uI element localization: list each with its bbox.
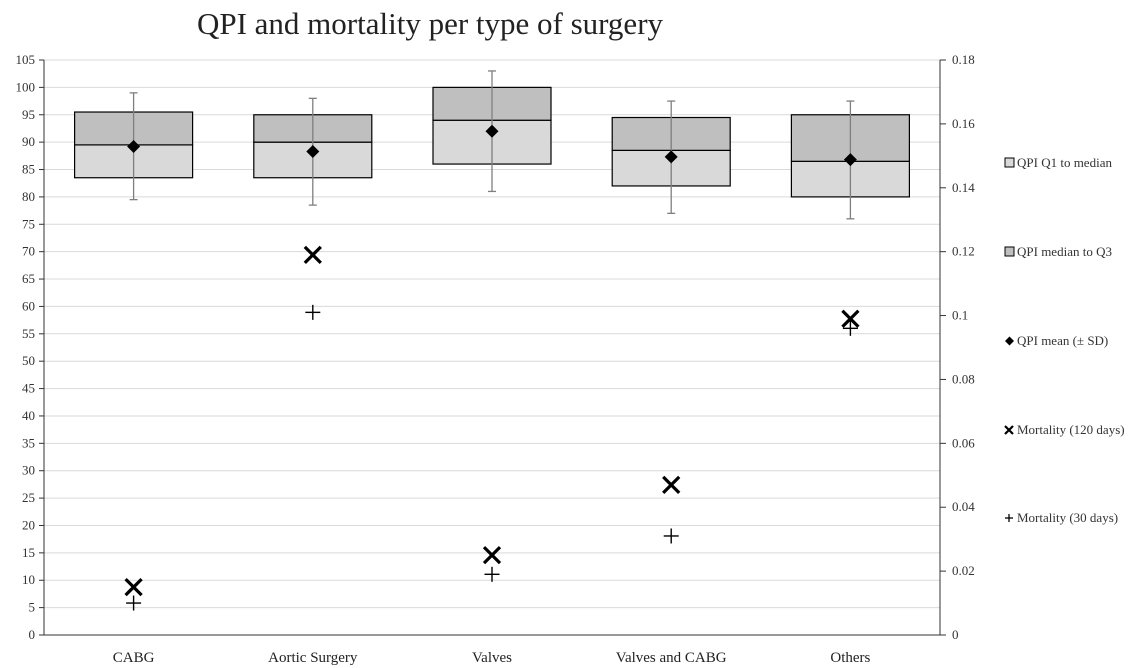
right-tick-label: 0.06 bbox=[952, 435, 975, 450]
left-tick-label: 15 bbox=[22, 545, 35, 560]
category-label: Aortic Surgery bbox=[268, 650, 358, 666]
left-tick-label: 70 bbox=[22, 244, 35, 259]
left-tick-label: 100 bbox=[16, 79, 36, 94]
category-label: Valves and CABG bbox=[616, 650, 727, 666]
right-tick-label: 0.02 bbox=[952, 563, 975, 578]
left-tick-label: 95 bbox=[22, 107, 35, 122]
mortality-30-marker bbox=[305, 304, 321, 320]
category-label: Valves bbox=[472, 650, 512, 666]
legend-label: QPI mean (± SD) bbox=[1017, 333, 1108, 348]
qpi-mean-marker bbox=[843, 153, 857, 167]
legend-swatch bbox=[1004, 157, 1015, 168]
left-tick-label: 40 bbox=[22, 408, 35, 423]
left-tick-label: 65 bbox=[22, 271, 35, 286]
legend-item-m30: Mortality (30 days) bbox=[1005, 510, 1118, 525]
left-tick-label: 85 bbox=[22, 162, 35, 177]
qpi-mean-marker bbox=[127, 140, 141, 154]
mortality-120-marker bbox=[482, 546, 502, 565]
category-label: CABG bbox=[113, 650, 155, 666]
legend-swatch bbox=[1004, 425, 1014, 435]
right-tick-label: 0 bbox=[952, 627, 959, 642]
legend-label: QPI Q1 to median bbox=[1017, 155, 1112, 170]
left-tick-label: 55 bbox=[22, 326, 35, 341]
left-tick-label: 5 bbox=[29, 600, 36, 615]
left-tick-label: 30 bbox=[22, 463, 35, 478]
left-tick-label: 20 bbox=[22, 517, 35, 532]
left-tick-label: 60 bbox=[22, 298, 35, 313]
right-tick-label: 0.04 bbox=[952, 499, 975, 514]
mortality-120-marker bbox=[124, 577, 143, 597]
axes: 0 5 10 15 20 25 30 35 40 45 50 55 60 65 70 75 80 85 90 95 10… bbox=[16, 52, 976, 666]
left-tick-label: 45 bbox=[22, 381, 35, 396]
mortality-30-marker bbox=[842, 320, 858, 336]
chart-title: QPI and mortality per type of surgery bbox=[197, 6, 664, 41]
category-label: Others bbox=[830, 650, 870, 666]
left-tick-label: 0 bbox=[29, 627, 36, 642]
legend-swatch bbox=[1005, 514, 1013, 522]
qpi-mean-marker bbox=[485, 124, 499, 138]
mortality-30-marker bbox=[484, 566, 500, 582]
plot-area bbox=[73, 70, 911, 611]
left-tick-label: 50 bbox=[22, 353, 35, 368]
legend-label: Mortality (120 days) bbox=[1017, 422, 1125, 437]
left-tick-label: 90 bbox=[22, 134, 35, 149]
legend-label: Mortality (30 days) bbox=[1017, 510, 1118, 525]
mortality-120-marker bbox=[662, 475, 681, 494]
right-tick-label: 0.14 bbox=[952, 180, 975, 195]
mortality-30-marker bbox=[126, 595, 142, 611]
legend-label: QPI median to Q3 bbox=[1017, 244, 1112, 259]
left-tick-label: 105 bbox=[16, 52, 36, 67]
right-tick-label: 0.18 bbox=[952, 52, 975, 67]
legend-swatch bbox=[1005, 336, 1014, 346]
mortality-120-marker bbox=[303, 245, 322, 264]
left-tick-label: 25 bbox=[22, 490, 35, 505]
left-tick-label: 80 bbox=[22, 189, 35, 204]
mortality-30-marker bbox=[663, 528, 679, 544]
legend-item-m120: Mortality (120 days) bbox=[1004, 422, 1125, 437]
left-tick-label: 10 bbox=[22, 572, 35, 587]
mortality-120-marker bbox=[841, 309, 860, 328]
qpi-mean-marker bbox=[306, 144, 320, 158]
left-tick-label: 75 bbox=[22, 216, 35, 231]
qpi-mean-marker bbox=[664, 150, 678, 164]
legend: QPI Q1 to median QPI median to Q3 QPI mean… bbox=[1004, 155, 1125, 525]
legend-item-q3: QPI median to Q3 bbox=[1004, 244, 1112, 259]
legend-item-q1: QPI Q1 to median bbox=[1004, 155, 1112, 170]
legend-item-mean: QPI mean (± SD) bbox=[1005, 333, 1108, 348]
left-tick-label: 35 bbox=[22, 435, 35, 450]
right-tick-label: 0.16 bbox=[952, 116, 975, 131]
right-tick-label: 0.12 bbox=[952, 244, 975, 259]
right-tick-label: 0.1 bbox=[952, 308, 968, 323]
right-tick-label: 0.08 bbox=[952, 371, 975, 386]
legend-swatch bbox=[1004, 246, 1015, 257]
